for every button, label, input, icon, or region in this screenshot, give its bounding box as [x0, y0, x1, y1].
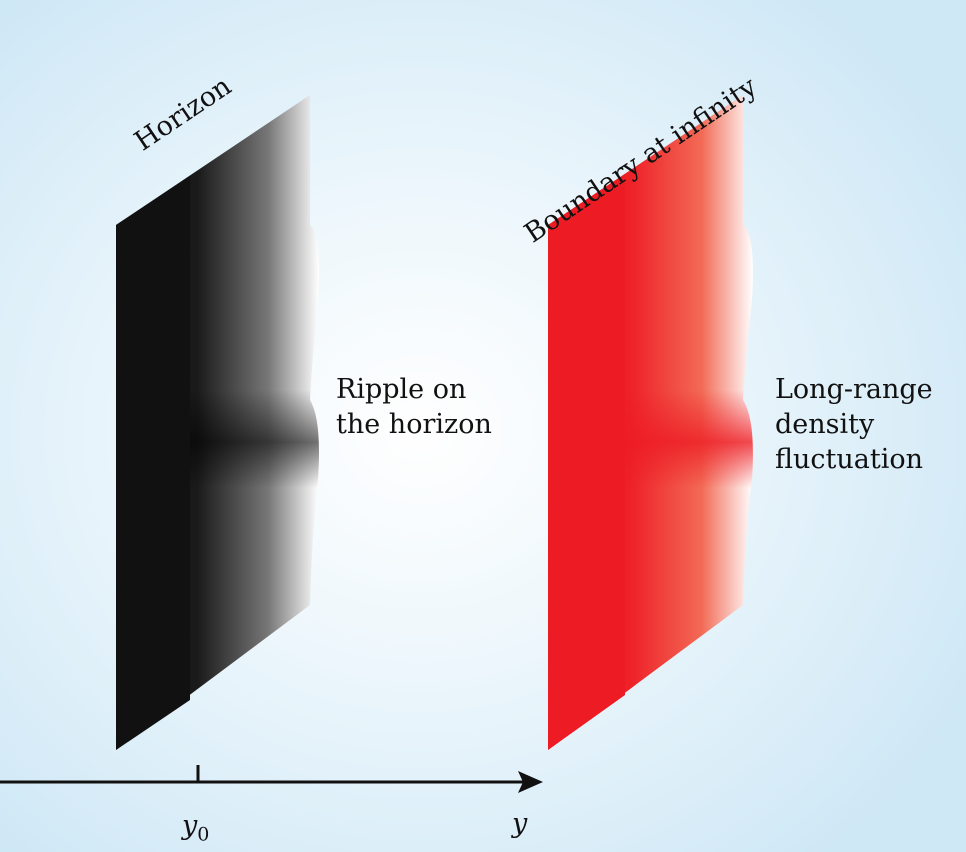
- ripple-line-2: the horizon: [336, 409, 492, 440]
- y0-symbol: y: [182, 810, 198, 841]
- y0-subscript: 0: [197, 823, 210, 846]
- fluctuation-line-3: fluctuation: [775, 444, 923, 475]
- horizon-sheet: [116, 95, 319, 750]
- ripple-label: Ripple on the horizon: [336, 372, 492, 442]
- fluctuation-line-1: Long-range: [775, 374, 933, 405]
- y0-label: y0: [182, 808, 209, 852]
- y-axis-label: y: [512, 808, 528, 839]
- fluctuation-label: Long-range density fluctuation: [775, 372, 933, 477]
- fluctuation-line-2: density: [775, 409, 875, 440]
- ripple-line-1: Ripple on: [336, 374, 467, 405]
- y-axis-arrow: [0, 765, 543, 793]
- boundary-sheet: [548, 95, 753, 750]
